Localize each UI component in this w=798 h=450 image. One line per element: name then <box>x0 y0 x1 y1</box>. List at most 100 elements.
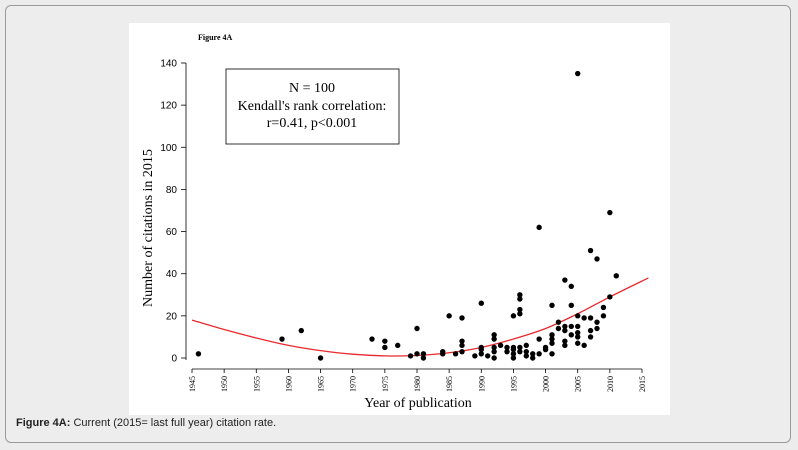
data-point <box>517 311 523 317</box>
y-tick-label: 0 <box>171 354 177 365</box>
y-tick-label: 40 <box>166 269 178 280</box>
data-point <box>452 351 459 357</box>
figure-frame: 0 20 40 60 80 100 120 140 1945 1950 1955 1960 1965 19… <box>5 5 791 443</box>
data-point <box>549 332 555 338</box>
data-point <box>459 348 465 355</box>
data-point <box>414 351 420 357</box>
x-tick-label: 1950 <box>220 376 229 392</box>
data-point <box>575 313 581 319</box>
data-point <box>575 70 581 77</box>
x-tick-label: 1980 <box>413 376 422 392</box>
data-point <box>317 355 324 361</box>
data-point <box>369 336 375 342</box>
data-point <box>568 323 574 330</box>
data-point <box>485 353 491 359</box>
data-point <box>562 342 568 349</box>
data-point <box>440 348 446 355</box>
data-point <box>517 306 523 313</box>
data-point <box>542 344 549 351</box>
data-point <box>575 340 581 346</box>
data-point <box>478 344 484 351</box>
x-tick-label: 2000 <box>542 376 551 392</box>
y-tick-label: 60 <box>166 227 178 238</box>
x-tick-label: 2005 <box>574 376 583 392</box>
data-point <box>491 332 497 338</box>
x-tick-label: 1960 <box>284 376 293 392</box>
data-point <box>195 351 202 357</box>
annotation-line2: Kendall's rank correlation: <box>238 99 387 114</box>
data-point <box>510 351 517 357</box>
data-point <box>530 355 536 361</box>
data-point <box>568 302 574 309</box>
annotation-box: N = 100 Kendall's rank correlation: r=0.… <box>225 68 400 145</box>
data-point <box>459 342 465 349</box>
data-point <box>497 342 504 349</box>
data-point <box>587 334 594 340</box>
data-point <box>587 327 594 334</box>
data-point <box>581 342 587 349</box>
data-point <box>568 283 574 290</box>
x-tick-label: 2015 <box>638 376 647 392</box>
data-point <box>594 256 600 262</box>
data-point <box>478 300 484 306</box>
data-point <box>523 348 529 355</box>
data-point <box>472 353 478 359</box>
y-tick-label: 20 <box>166 311 178 322</box>
data-point <box>414 325 420 332</box>
x-tick-label: 1985 <box>445 376 454 392</box>
figure-caption: Figure 4A: Current (2015= last full year… <box>16 417 276 429</box>
data-point <box>549 340 555 346</box>
data-point <box>581 315 587 321</box>
data-point <box>491 344 497 351</box>
data-point <box>407 353 414 359</box>
x-tick-label: 1945 <box>188 376 197 392</box>
data-point <box>517 292 523 298</box>
data-point <box>504 344 510 351</box>
annotation-line1: N = 100 <box>289 81 335 96</box>
y-tick-label: 100 <box>160 143 177 154</box>
x-tick-label: 1965 <box>317 376 326 392</box>
data-point <box>549 351 555 357</box>
data-point <box>530 351 536 357</box>
data-point <box>555 319 562 325</box>
data-point <box>536 224 542 231</box>
y-tick-label: 140 <box>160 59 177 70</box>
annotation-line3: r=0.41, p<0.001 <box>267 116 357 131</box>
data-point <box>510 355 517 361</box>
data-point <box>562 277 568 283</box>
data-point <box>395 342 401 349</box>
data-point <box>575 323 581 330</box>
data-point <box>478 351 484 357</box>
scatter-chart: 0 20 40 60 80 100 120 140 1945 1950 1955 1960 1965 19… <box>141 33 649 411</box>
data-point <box>510 313 517 319</box>
data-point <box>459 315 465 321</box>
data-point <box>587 315 594 321</box>
data-point <box>549 336 555 342</box>
y-axis-title: Number of citations in 2015 <box>141 149 156 307</box>
y-tick-label: 80 <box>166 185 178 196</box>
x-tick-label: 2010 <box>606 376 615 392</box>
data-point <box>594 319 600 325</box>
data-point <box>607 209 613 216</box>
x-axis-title: Year of publication <box>364 396 471 411</box>
points-group <box>195 70 619 361</box>
x-tick-label: 1970 <box>349 376 358 392</box>
data-point <box>575 334 581 340</box>
data-point <box>491 355 497 361</box>
data-point <box>555 325 562 332</box>
data-point <box>549 302 555 309</box>
axes: 0 20 40 60 80 100 120 140 1945 1950 1955 1960 1965 19… <box>160 59 647 393</box>
x-tick-label: 1975 <box>381 376 390 392</box>
data-point <box>523 342 529 349</box>
data-point <box>510 344 517 351</box>
data-point <box>446 313 452 319</box>
caption-text: Current (2015= last full year) citation … <box>70 417 277 429</box>
caption-label: Figure 4A: <box>16 417 71 429</box>
data-point <box>298 327 304 334</box>
data-point <box>607 294 613 300</box>
x-tick-label: 1990 <box>477 376 486 392</box>
data-point <box>587 247 594 254</box>
data-point <box>517 296 523 302</box>
y-tick-label: 120 <box>160 101 177 112</box>
data-point <box>382 344 388 351</box>
